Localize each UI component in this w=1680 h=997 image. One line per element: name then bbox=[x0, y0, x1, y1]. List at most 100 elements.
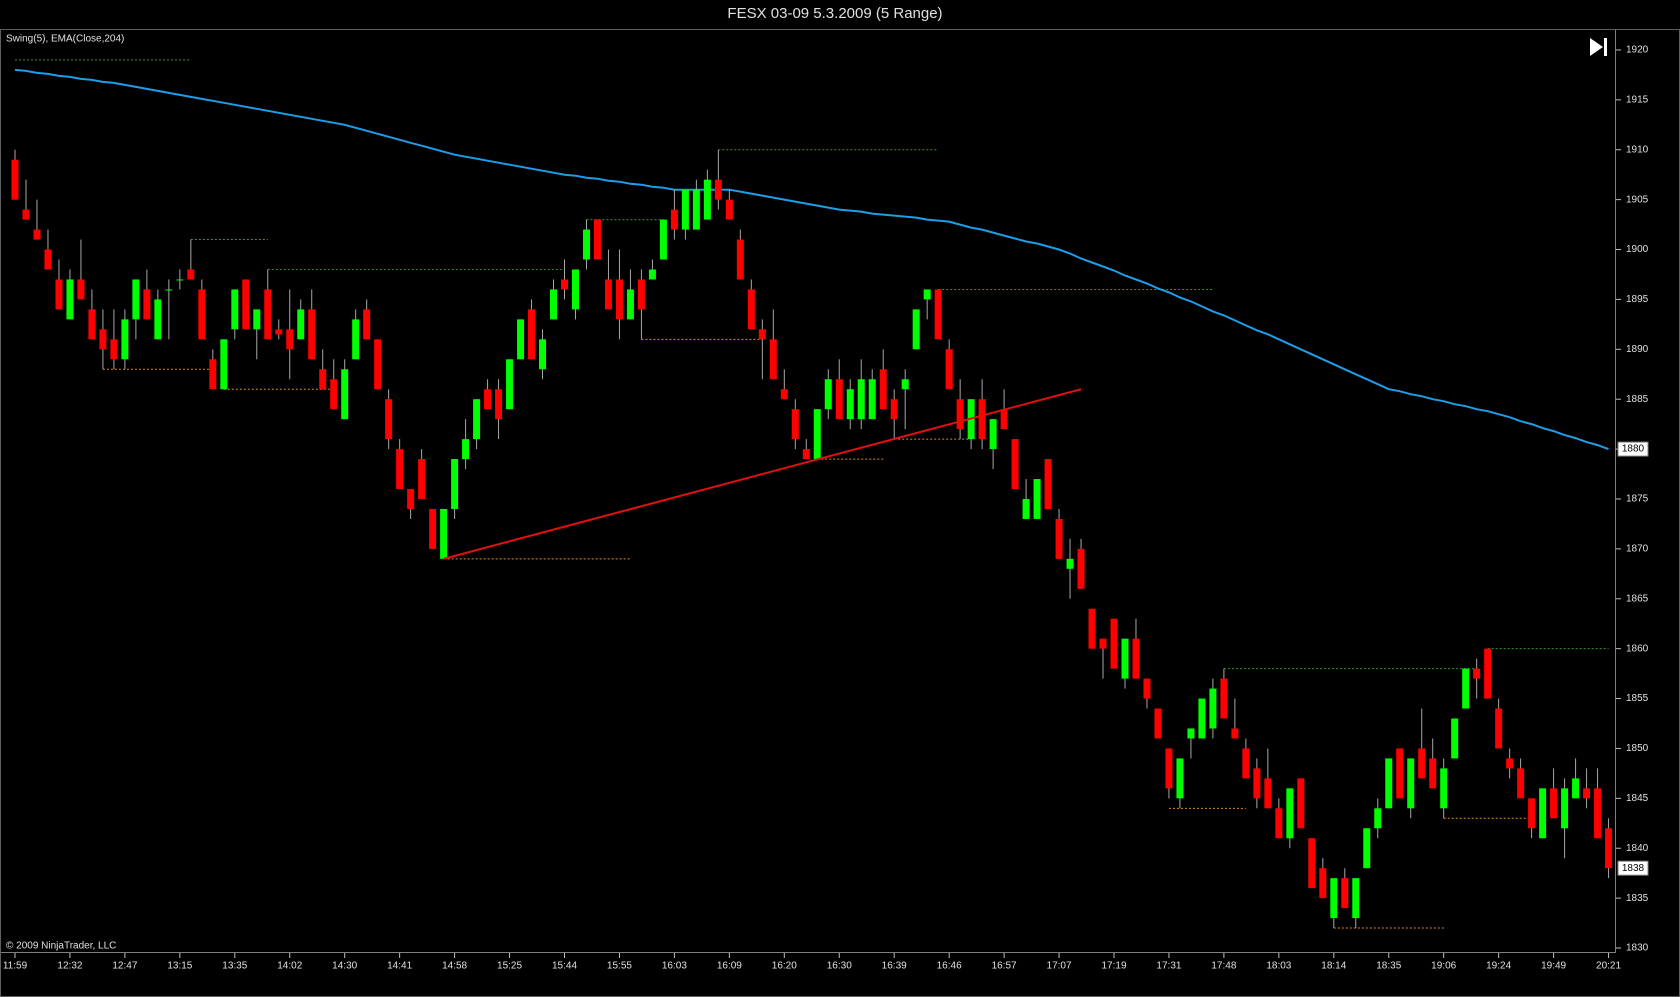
candle-body bbox=[802, 449, 810, 460]
candle-body bbox=[121, 319, 129, 360]
y-tick-label: 1905 bbox=[1626, 194, 1649, 205]
x-tick-label: 16:46 bbox=[937, 961, 962, 972]
candle-body bbox=[495, 389, 503, 420]
candle-body bbox=[604, 279, 612, 310]
candle-body bbox=[846, 389, 854, 420]
x-tick-label: 17:31 bbox=[1156, 961, 1181, 972]
candle-body bbox=[1308, 838, 1316, 889]
candle-body bbox=[143, 289, 151, 320]
candle-body bbox=[209, 359, 217, 390]
ema-line bbox=[14, 68, 1609, 451]
candle-body bbox=[1165, 748, 1173, 789]
candle-body bbox=[1121, 638, 1129, 679]
candle-body bbox=[55, 279, 63, 310]
play-icon[interactable] bbox=[1590, 38, 1603, 56]
x-tick-label: 14:30 bbox=[332, 961, 357, 972]
y-tick-label: 1900 bbox=[1626, 244, 1649, 255]
ema-price-label: 1880 bbox=[1622, 444, 1645, 455]
candle-body bbox=[363, 309, 371, 340]
candle-body bbox=[835, 379, 843, 420]
candle-body bbox=[1022, 498, 1030, 519]
x-tick-label: 19:06 bbox=[1431, 961, 1456, 972]
candle-body bbox=[615, 279, 623, 320]
candle-body bbox=[319, 369, 327, 390]
trendline bbox=[443, 388, 1082, 560]
candle-body bbox=[1385, 758, 1393, 809]
candle-body bbox=[1297, 778, 1305, 829]
candle-body bbox=[736, 239, 744, 280]
candle-body bbox=[297, 309, 305, 340]
candle-body bbox=[1473, 668, 1481, 679]
candle-body bbox=[539, 339, 547, 370]
candle-body bbox=[868, 379, 876, 420]
candle-body bbox=[77, 279, 85, 300]
candle-body bbox=[308, 309, 316, 360]
candle-body bbox=[593, 219, 601, 260]
candle-body bbox=[1176, 758, 1184, 799]
candle-body bbox=[407, 489, 415, 509]
candle-body bbox=[561, 279, 568, 290]
candle-body bbox=[1209, 688, 1217, 729]
candle-body bbox=[923, 289, 931, 300]
candle-body bbox=[187, 269, 195, 280]
candle-body bbox=[275, 329, 283, 335]
candle-body bbox=[1418, 748, 1426, 779]
candle-body bbox=[165, 289, 173, 291]
candle-body bbox=[637, 279, 645, 310]
candle-body bbox=[1374, 808, 1382, 829]
candle-body bbox=[484, 389, 492, 410]
copyright: © 2009 NinjaTrader, LLC bbox=[6, 941, 116, 952]
candle-body bbox=[758, 329, 766, 340]
candle-body bbox=[198, 289, 206, 340]
candle-body bbox=[506, 359, 514, 410]
x-tick-label: 14:02 bbox=[277, 961, 302, 972]
candle-body bbox=[1495, 708, 1503, 749]
candle-body bbox=[22, 209, 30, 220]
last-price-label-box bbox=[1617, 860, 1649, 876]
x-tick-label: 16:03 bbox=[662, 961, 687, 972]
candle-body bbox=[813, 409, 821, 460]
candle-body bbox=[418, 459, 426, 499]
candle-body bbox=[341, 369, 349, 420]
x-tick-label: 17:19 bbox=[1101, 961, 1126, 972]
candle-body bbox=[1099, 638, 1107, 649]
candle-body bbox=[451, 459, 459, 509]
x-tick-label: 18:14 bbox=[1321, 961, 1346, 972]
x-tick-label: 16:20 bbox=[772, 961, 797, 972]
last-price-label: 1838 bbox=[1622, 863, 1645, 874]
candle-body bbox=[440, 508, 448, 559]
y-tick-label: 1850 bbox=[1626, 743, 1649, 754]
end-bar-icon[interactable] bbox=[1604, 38, 1607, 56]
candle-body bbox=[1088, 608, 1096, 649]
scroll-end-button[interactable] bbox=[1590, 38, 1607, 56]
x-tick-label: 16:57 bbox=[992, 961, 1017, 972]
candle-body bbox=[725, 199, 733, 220]
candle-body bbox=[1528, 798, 1536, 829]
candle-body bbox=[769, 339, 777, 380]
candle-body bbox=[681, 189, 689, 230]
candle-body bbox=[1572, 778, 1580, 799]
x-tick-label: 15:25 bbox=[497, 961, 522, 972]
candle-body bbox=[1363, 828, 1371, 869]
candle-body bbox=[330, 379, 338, 410]
candle-body bbox=[1066, 558, 1074, 569]
candle-body bbox=[33, 229, 41, 240]
candle-body bbox=[1033, 479, 1041, 519]
candle-body bbox=[1396, 748, 1404, 799]
candle-body bbox=[1231, 728, 1239, 739]
candle-body bbox=[517, 319, 525, 360]
candle-body bbox=[1055, 518, 1063, 559]
candle-body bbox=[989, 419, 997, 450]
candle-body bbox=[1077, 548, 1085, 589]
candle-body bbox=[879, 369, 887, 410]
y-tick-label: 1860 bbox=[1626, 643, 1649, 654]
candle-body bbox=[571, 269, 579, 310]
candle-body bbox=[1583, 788, 1591, 799]
y-tick-label: 1845 bbox=[1626, 793, 1649, 804]
candle-body bbox=[791, 409, 799, 440]
candle-body bbox=[670, 209, 678, 230]
candle-body bbox=[934, 289, 942, 340]
